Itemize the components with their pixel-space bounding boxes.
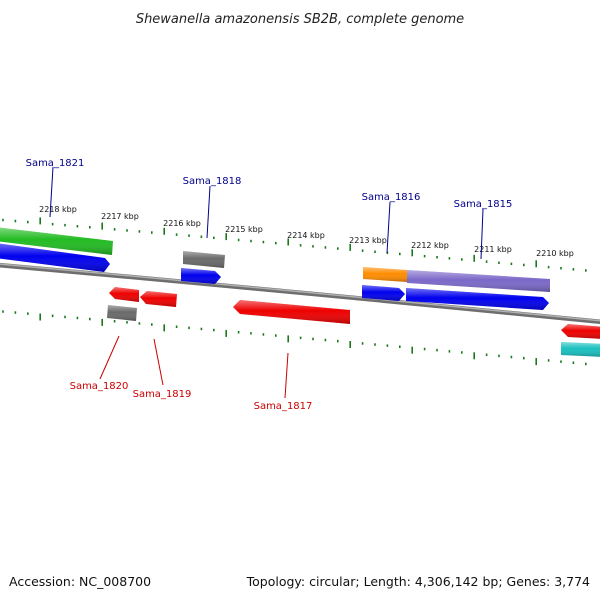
- accession-text: Accession: NC_008700: [9, 574, 151, 589]
- inner-tick-ring: [2, 310, 587, 366]
- tick-label: 2213 kbp: [349, 236, 387, 245]
- leader-sama-1818: [206, 185, 211, 239]
- outer-tick-ring: [2, 217, 587, 272]
- leader-sama-1820: [99, 335, 120, 380]
- tick-label: 2217 kbp: [101, 212, 139, 221]
- gene-label-sama-1815[interactable]: Sama_1815: [454, 199, 513, 210]
- gene-label-sama-1816[interactable]: Sama_1816: [362, 192, 421, 203]
- forward-strand-features: [0, 227, 550, 310]
- feature-sama-1820-cds[interactable]: [109, 287, 139, 302]
- gene-label-sama-1821[interactable]: Sama_1821: [26, 158, 85, 169]
- tick-label: 2214 kbp: [287, 231, 325, 240]
- feature-sama-1819-cds[interactable]: [140, 291, 177, 307]
- feature-sama-1817-cds[interactable]: [233, 300, 350, 324]
- map-title: Shewanella amazonensis SB2B, complete ge…: [136, 12, 464, 27]
- tick-label: 2210 kbp: [536, 249, 574, 258]
- feature-sama-1815-cds[interactable]: [406, 288, 549, 310]
- gene-label-sama-1820[interactable]: Sama_1820: [70, 381, 129, 392]
- feature-sama-1818-gene[interactable]: [183, 251, 225, 268]
- feature-edge-red-cds[interactable]: [561, 324, 600, 339]
- leader-sama-1816: [386, 201, 391, 254]
- gene-label-sama-1817[interactable]: Sama_1817: [254, 401, 313, 412]
- gene-labels: Sama_1821 Sama_1818 Sama_1816 Sama_1815 …: [26, 158, 513, 412]
- leader-lines: [49, 166, 484, 399]
- tick-labels: 2218 kbp 2217 kbp 2216 kbp 2215 kbp 2214…: [39, 205, 574, 258]
- feature-sama-1818-cds[interactable]: [181, 268, 221, 284]
- leader-sama-1819: [153, 338, 164, 386]
- feature-edge-cyan-band[interactable]: [561, 342, 600, 357]
- reverse-strand-features: [107, 287, 600, 357]
- tick-label: 2218 kbp: [39, 205, 77, 214]
- genome-summary-text: Topology: circular; Length: 4,306,142 bp…: [246, 574, 590, 589]
- feature-green-band[interactable]: [0, 227, 113, 255]
- leader-sama-1817: [284, 352, 289, 399]
- tick-label: 2211 kbp: [474, 245, 512, 254]
- tick-label: 2215 kbp: [225, 225, 263, 234]
- genome-backbone-highlight: [0, 263, 600, 322]
- feature-sama-1820-gene[interactable]: [107, 305, 137, 321]
- feature-sama-1816-rrna[interactable]: [363, 267, 407, 282]
- gene-label-sama-1819[interactable]: Sama_1819: [133, 389, 192, 400]
- feature-sama-1815-trna[interactable]: [407, 270, 550, 292]
- feature-sama-1821-cds[interactable]: [0, 243, 110, 272]
- feature-sama-1816-cds[interactable]: [362, 285, 405, 301]
- tick-label: 2212 kbp: [411, 241, 449, 250]
- leader-sama-1815: [480, 208, 484, 260]
- gene-label-sama-1818[interactable]: Sama_1818: [183, 176, 242, 187]
- tick-label: 2216 kbp: [163, 219, 201, 228]
- genome-backbone: [0, 262, 600, 325]
- leader-sama-1821: [49, 166, 54, 218]
